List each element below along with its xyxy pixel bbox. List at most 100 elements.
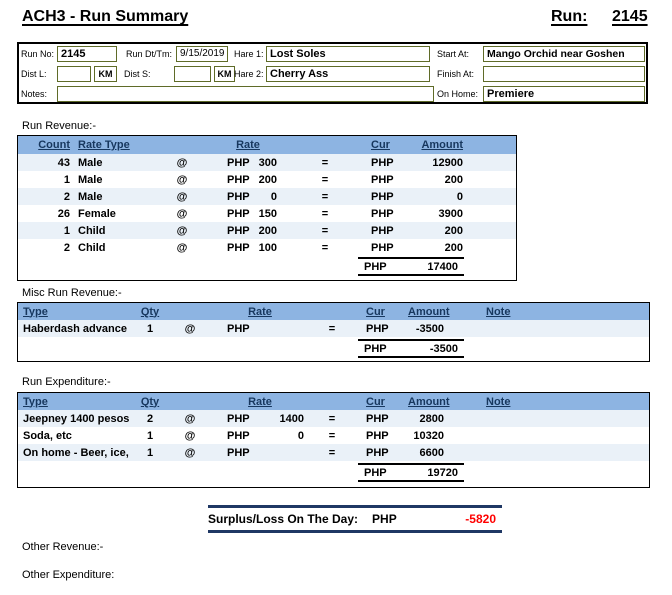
run-no-label: Run No: [21,49,55,59]
dist-s-field[interactable] [174,66,211,82]
run-label: Run: [551,8,588,25]
qty-cell: 1 [146,322,154,335]
expenditure-row: On home - Beer, ice, 1 @ PHP = PHP 6600 [18,444,649,461]
qty-cell: 1 [146,446,154,459]
dist-l-field[interactable] [57,66,91,82]
qty-cell: 2 [146,412,154,425]
finish-at-field[interactable] [483,66,645,82]
rate-cell: 0 [297,429,304,442]
rate-cell: 200 [258,173,277,186]
revenue-row: 26 Female @ PHP 150 = PHP 3900 [18,205,516,222]
rate-currency-cell: PHP [227,412,250,425]
count-cell: 2 [63,241,70,254]
dist-l-label: Dist L: [21,69,47,79]
amount-cell: 0 [456,190,463,203]
run-no-field[interactable]: 2145 [57,46,117,62]
misc-revenue-row: Haberdash advance 1 @ PHP = PHP -3500 [18,320,649,337]
rate-currency-cell: PHP [227,446,250,459]
rate-header: Rate [248,395,272,408]
surplus-label: Surplus/Loss On The Day: [208,512,359,526]
total-amount: 19720 [427,466,458,479]
other-expenditure-label: Other Expenditure: [22,569,115,581]
at-symbol: @ [176,241,188,254]
hare1-field[interactable]: Lost Soles [266,46,430,62]
amount-cell: 12900 [432,156,463,169]
on-home-field[interactable]: Premiere [483,86,645,102]
amount-header: Amount [408,395,450,408]
count-header: Count [38,139,70,151]
notes-field[interactable] [57,86,434,102]
rate-currency-cell: PHP [227,224,250,237]
rate-currency-cell: PHP [227,322,250,335]
rate-type-cell: Male [78,190,103,203]
type-header: Type [23,395,48,408]
rate-type-cell: Child [78,224,106,237]
cur-header: Cur [366,395,385,408]
rate-currency-cell: PHP [227,190,250,203]
amount-cell: 200 [444,241,463,254]
revenue-row: 2 Male @ PHP 0 = PHP 0 [18,188,516,205]
run-revenue-total: PHP 17400 [358,257,464,276]
equals-symbol: = [321,156,329,169]
km-unit-2: KM [214,66,235,82]
total-currency: PHP [364,260,387,273]
amount-cell: 200 [444,173,463,186]
rate-header: Rate [236,139,260,151]
rate-type-cell: Female [78,207,116,220]
misc-revenue-table: Type Qty Rate Cur Amount Note Haberdash … [17,302,650,362]
currency-cell: PHP [371,241,394,254]
rate-currency-cell: PHP [227,207,250,220]
equals-symbol: = [321,224,329,237]
equals-symbol: = [328,412,336,425]
note-header: Note [486,305,511,318]
run-expenditure-header-row: Type Qty Rate Cur Amount Note [18,393,649,410]
run-number: 2145 [612,8,648,25]
equals-symbol: = [321,173,329,186]
revenue-row: 1 Child @ PHP 200 = PHP 200 [18,222,516,239]
expenditure-row: Jeepney 1400 pesos 2 @ PHP 1400 = PHP 28… [18,410,649,427]
qty-cell: 1 [146,429,154,442]
surplus-bar: Surplus/Loss On The Day: PHP -5820 [208,505,502,533]
rate-type-cell: Male [78,173,103,186]
rate-cell: 100 [258,241,277,254]
rate-cell: 150 [258,207,277,220]
currency-cell: PHP [371,207,394,220]
count-cell: 1 [63,224,70,237]
misc-revenue-total: PHP -3500 [358,339,464,358]
at-symbol: @ [184,322,196,335]
count-cell: 2 [63,190,70,203]
surplus-currency: PHP [372,512,397,526]
amount-header: Amount [421,139,463,151]
type-cell: Haberdash advance [23,322,127,335]
hare1-label: Hare 1: [234,49,264,59]
qty-header: Qty [140,395,160,408]
rate-cell: 0 [270,190,277,203]
rate-header: Rate [248,305,272,318]
at-symbol: @ [176,190,188,203]
notes-label: Notes: [21,89,48,99]
run-info-form: Run No: 2145 Run Dt/Tm: 9/15/2019 Hare 1… [17,42,648,104]
note-header: Note [486,395,511,408]
amount-header: Amount [408,305,450,318]
run-revenue-header-row: Count Rate Type Rate Cur Amount [18,136,516,154]
finish-at-label: Finish At: [437,69,475,79]
type-cell: Soda, etc [23,429,72,442]
run-expenditure-section-label: Run Expenditure:- [22,376,111,388]
equals-symbol: = [321,207,329,220]
amount-cell: 6600 [419,446,444,459]
revenue-row: 43 Male @ PHP 300 = PHP 12900 [18,154,516,171]
equals-symbol: = [321,241,329,254]
page-title: ACH3 - Run Summary [22,8,189,25]
run-expenditure-table: Type Qty Rate Cur Amount Note Jeepney 14… [17,392,650,488]
rate-type-cell: Male [78,156,103,169]
misc-revenue-section-label: Misc Run Revenue:- [22,287,122,299]
type-header: Type [23,305,48,318]
run-date-field[interactable]: 9/15/2019 [176,46,228,62]
rate-type-header: Rate Type [78,139,130,151]
start-at-field[interactable]: Mango Orchid near Goshen [483,46,645,62]
cur-header: Cur [371,139,390,151]
count-cell: 1 [63,173,70,186]
at-symbol: @ [176,173,188,186]
hare2-field[interactable]: Cherry Ass [266,66,430,82]
expenditure-row: Soda, etc 1 @ PHP 0 = PHP 10320 [18,427,649,444]
